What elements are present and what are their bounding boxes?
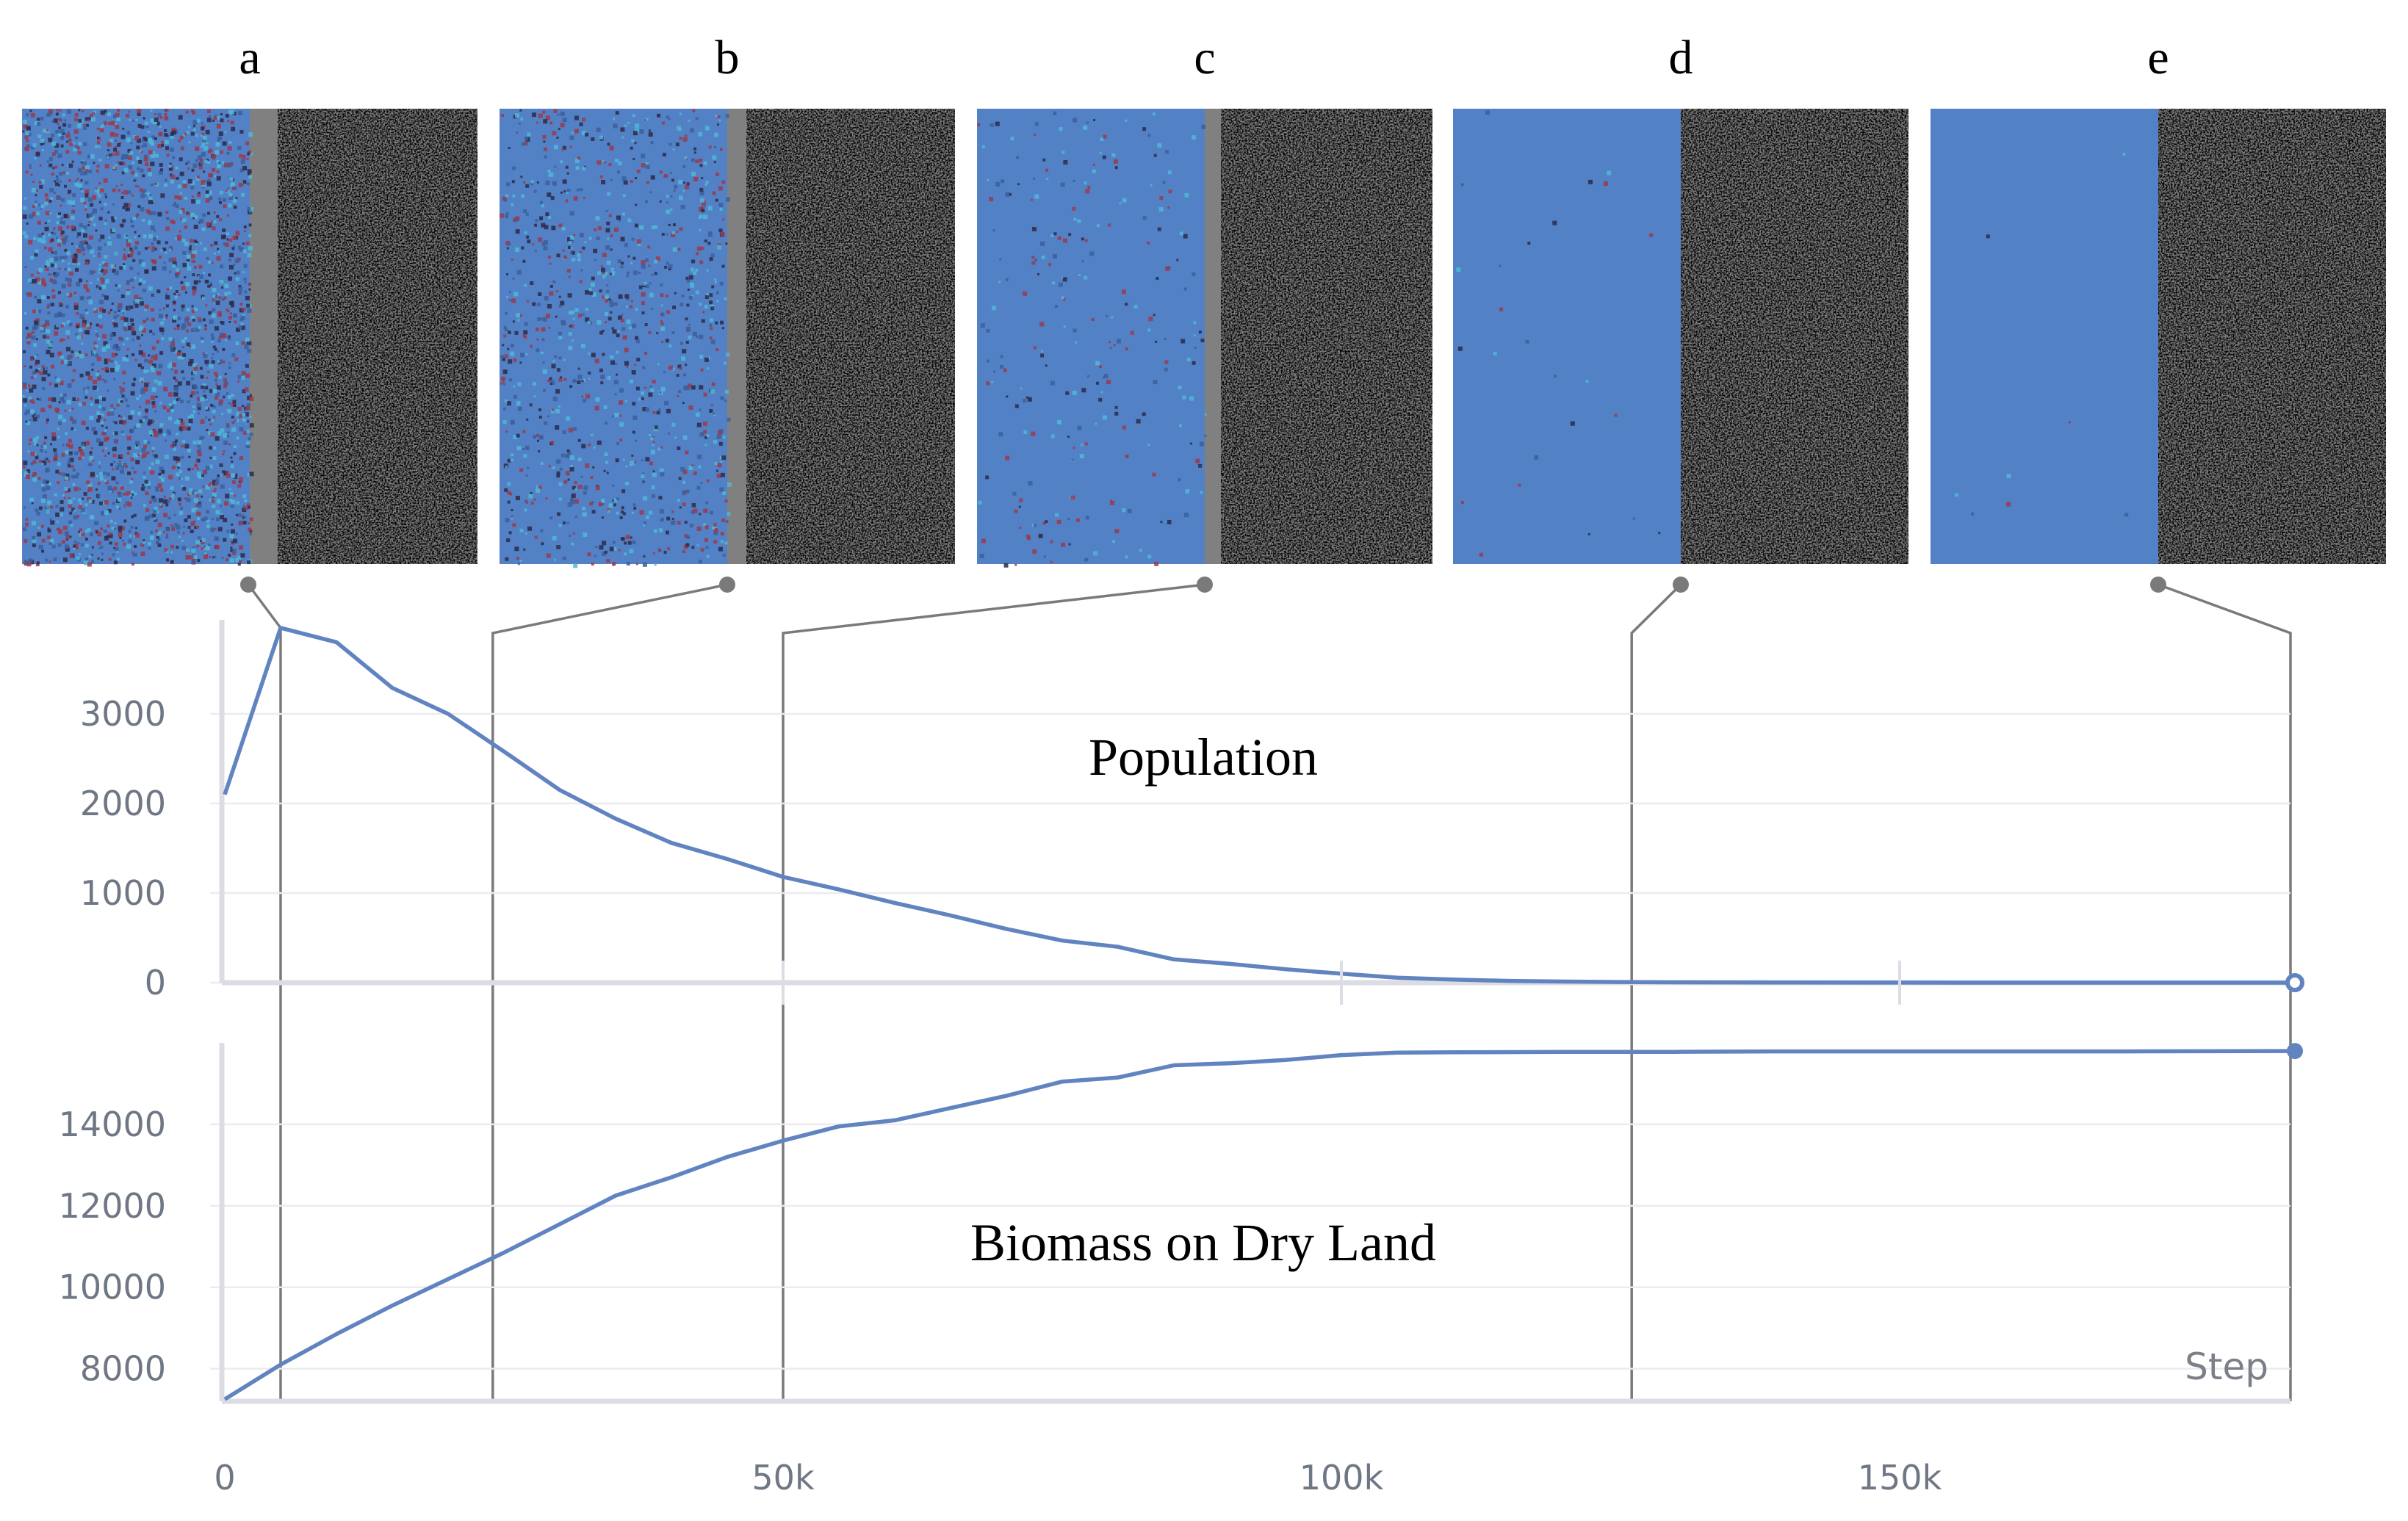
panel-creatures	[1955, 152, 2129, 517]
biomass-ytick-label: 14000	[59, 1105, 166, 1144]
population-title: Population	[1089, 728, 1318, 787]
biomass-ytick-label: 10000	[59, 1268, 166, 1307]
biomass-series-line	[223, 1049, 2291, 1401]
panel-water	[1453, 109, 1681, 564]
panel-vegetation-yellow	[1681, 109, 1908, 564]
biomass-ytick-label: 8000	[80, 1349, 166, 1389]
panel-label-e: e	[2147, 31, 2169, 84]
panel-creatures	[500, 109, 732, 568]
snapshot-panel-e: e	[1931, 31, 2386, 564]
biomass-ytick-label: 12000	[59, 1186, 166, 1226]
panel-creatures	[977, 111, 1207, 568]
panel-vegetation-yellow	[2158, 109, 2386, 564]
snapshot-panel-d: d	[1453, 31, 1908, 564]
panel-label-b: b	[715, 31, 740, 84]
snapshot-panel-a: a	[22, 31, 477, 567]
population-end-marker	[2285, 973, 2304, 992]
population-y-ticks: 0 1000 2000 3000	[80, 694, 166, 1002]
x-tick-label: 0	[214, 1458, 235, 1497]
population-ytick-label: 0	[145, 963, 166, 1002]
panel-creatures	[22, 109, 254, 567]
x-axis-label: Step	[2185, 1345, 2268, 1388]
panel-vegetation-yellow	[746, 109, 955, 564]
connector-d	[1630, 577, 1689, 1401]
panel-water	[500, 109, 727, 564]
biomass-gridlines	[210, 1123, 2290, 1370]
biomass-y-ticks: 8000 10000 12000 14000	[59, 1105, 166, 1389]
biomass-title: Biomass on Dry Land	[970, 1213, 1436, 1272]
population-chart: 0 1000 2000 3000 Population	[80, 620, 2304, 1002]
x-tick-label: 150k	[1858, 1458, 1942, 1497]
panel-label-d: d	[1669, 31, 1693, 84]
connector-e	[2150, 577, 2292, 1401]
connector-a	[240, 577, 282, 1401]
population-ytick-label: 3000	[80, 694, 166, 734]
shared-x-ticks: 0 50k 100k 150k	[214, 961, 1942, 1497]
population-series-line	[223, 626, 2290, 985]
panel-water	[1931, 109, 2158, 564]
panel-label-c: c	[1194, 31, 1215, 84]
connector-c	[782, 577, 1213, 1401]
panel-vegetation-yellow	[1221, 109, 1432, 564]
snapshot-panel-c: c	[977, 31, 1432, 568]
population-ytick-label: 2000	[80, 784, 166, 823]
connector-b	[491, 577, 735, 1401]
biomass-chart: 8000 10000 12000 14000 0 50k 100k 150k Biomass…	[59, 961, 2303, 1497]
snapshot-panels: a b c d e	[22, 31, 2386, 568]
x-tick-label: 100k	[1299, 1458, 1384, 1497]
population-ytick-label: 1000	[80, 873, 166, 913]
x-tick-label: 50k	[751, 1458, 815, 1497]
snapshot-panel-b: b	[500, 31, 955, 568]
biomass-end-marker	[2287, 1043, 2303, 1060]
panel-label-a: a	[239, 31, 260, 84]
panel-water	[977, 109, 1205, 564]
panel-creatures	[1456, 110, 1661, 557]
snapshot-connectors	[240, 577, 2292, 1401]
panel-vegetation-yellow	[278, 109, 477, 564]
